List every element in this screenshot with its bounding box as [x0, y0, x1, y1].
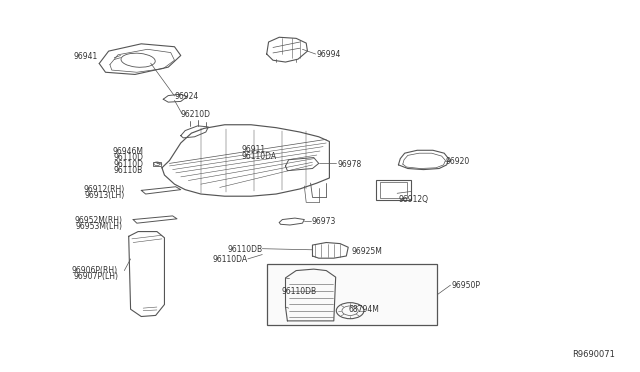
Text: 96920: 96920 — [445, 157, 470, 166]
Text: 96110D: 96110D — [113, 160, 143, 169]
Text: 96911: 96911 — [242, 145, 266, 154]
Text: 96110DB: 96110DB — [281, 287, 316, 296]
Text: 96994: 96994 — [317, 49, 341, 58]
Text: 96946M: 96946M — [112, 147, 143, 156]
Text: 96110DA: 96110DA — [242, 152, 276, 161]
Text: 96973: 96973 — [312, 217, 336, 226]
Text: 96953M(LH): 96953M(LH) — [76, 222, 122, 231]
Text: 96978: 96978 — [337, 160, 362, 169]
Text: 96210D: 96210D — [180, 110, 211, 119]
Text: 96907P(LH): 96907P(LH) — [73, 272, 118, 281]
Bar — [153, 161, 161, 166]
Bar — [376, 180, 411, 200]
Text: 96110D: 96110D — [113, 153, 143, 163]
Text: 96906P(RH): 96906P(RH) — [72, 266, 118, 275]
Text: 96925M: 96925M — [351, 247, 382, 256]
Text: 96912Q: 96912Q — [398, 195, 428, 204]
Text: 96110B: 96110B — [114, 166, 143, 175]
Text: 96912(RH): 96912(RH) — [83, 185, 124, 194]
Text: 96952M(RH): 96952M(RH) — [74, 216, 122, 225]
Text: 96913(LH): 96913(LH) — [84, 191, 124, 201]
Bar — [380, 182, 406, 198]
Text: 96941: 96941 — [73, 52, 97, 61]
Text: 68794M: 68794M — [348, 305, 379, 314]
Text: 96950P: 96950P — [452, 280, 481, 290]
Text: 96924: 96924 — [175, 92, 199, 101]
Text: 96110DA: 96110DA — [212, 255, 248, 264]
Text: 96110DB: 96110DB — [227, 245, 262, 254]
Text: R9690071: R9690071 — [572, 350, 615, 359]
Bar — [267, 264, 437, 325]
